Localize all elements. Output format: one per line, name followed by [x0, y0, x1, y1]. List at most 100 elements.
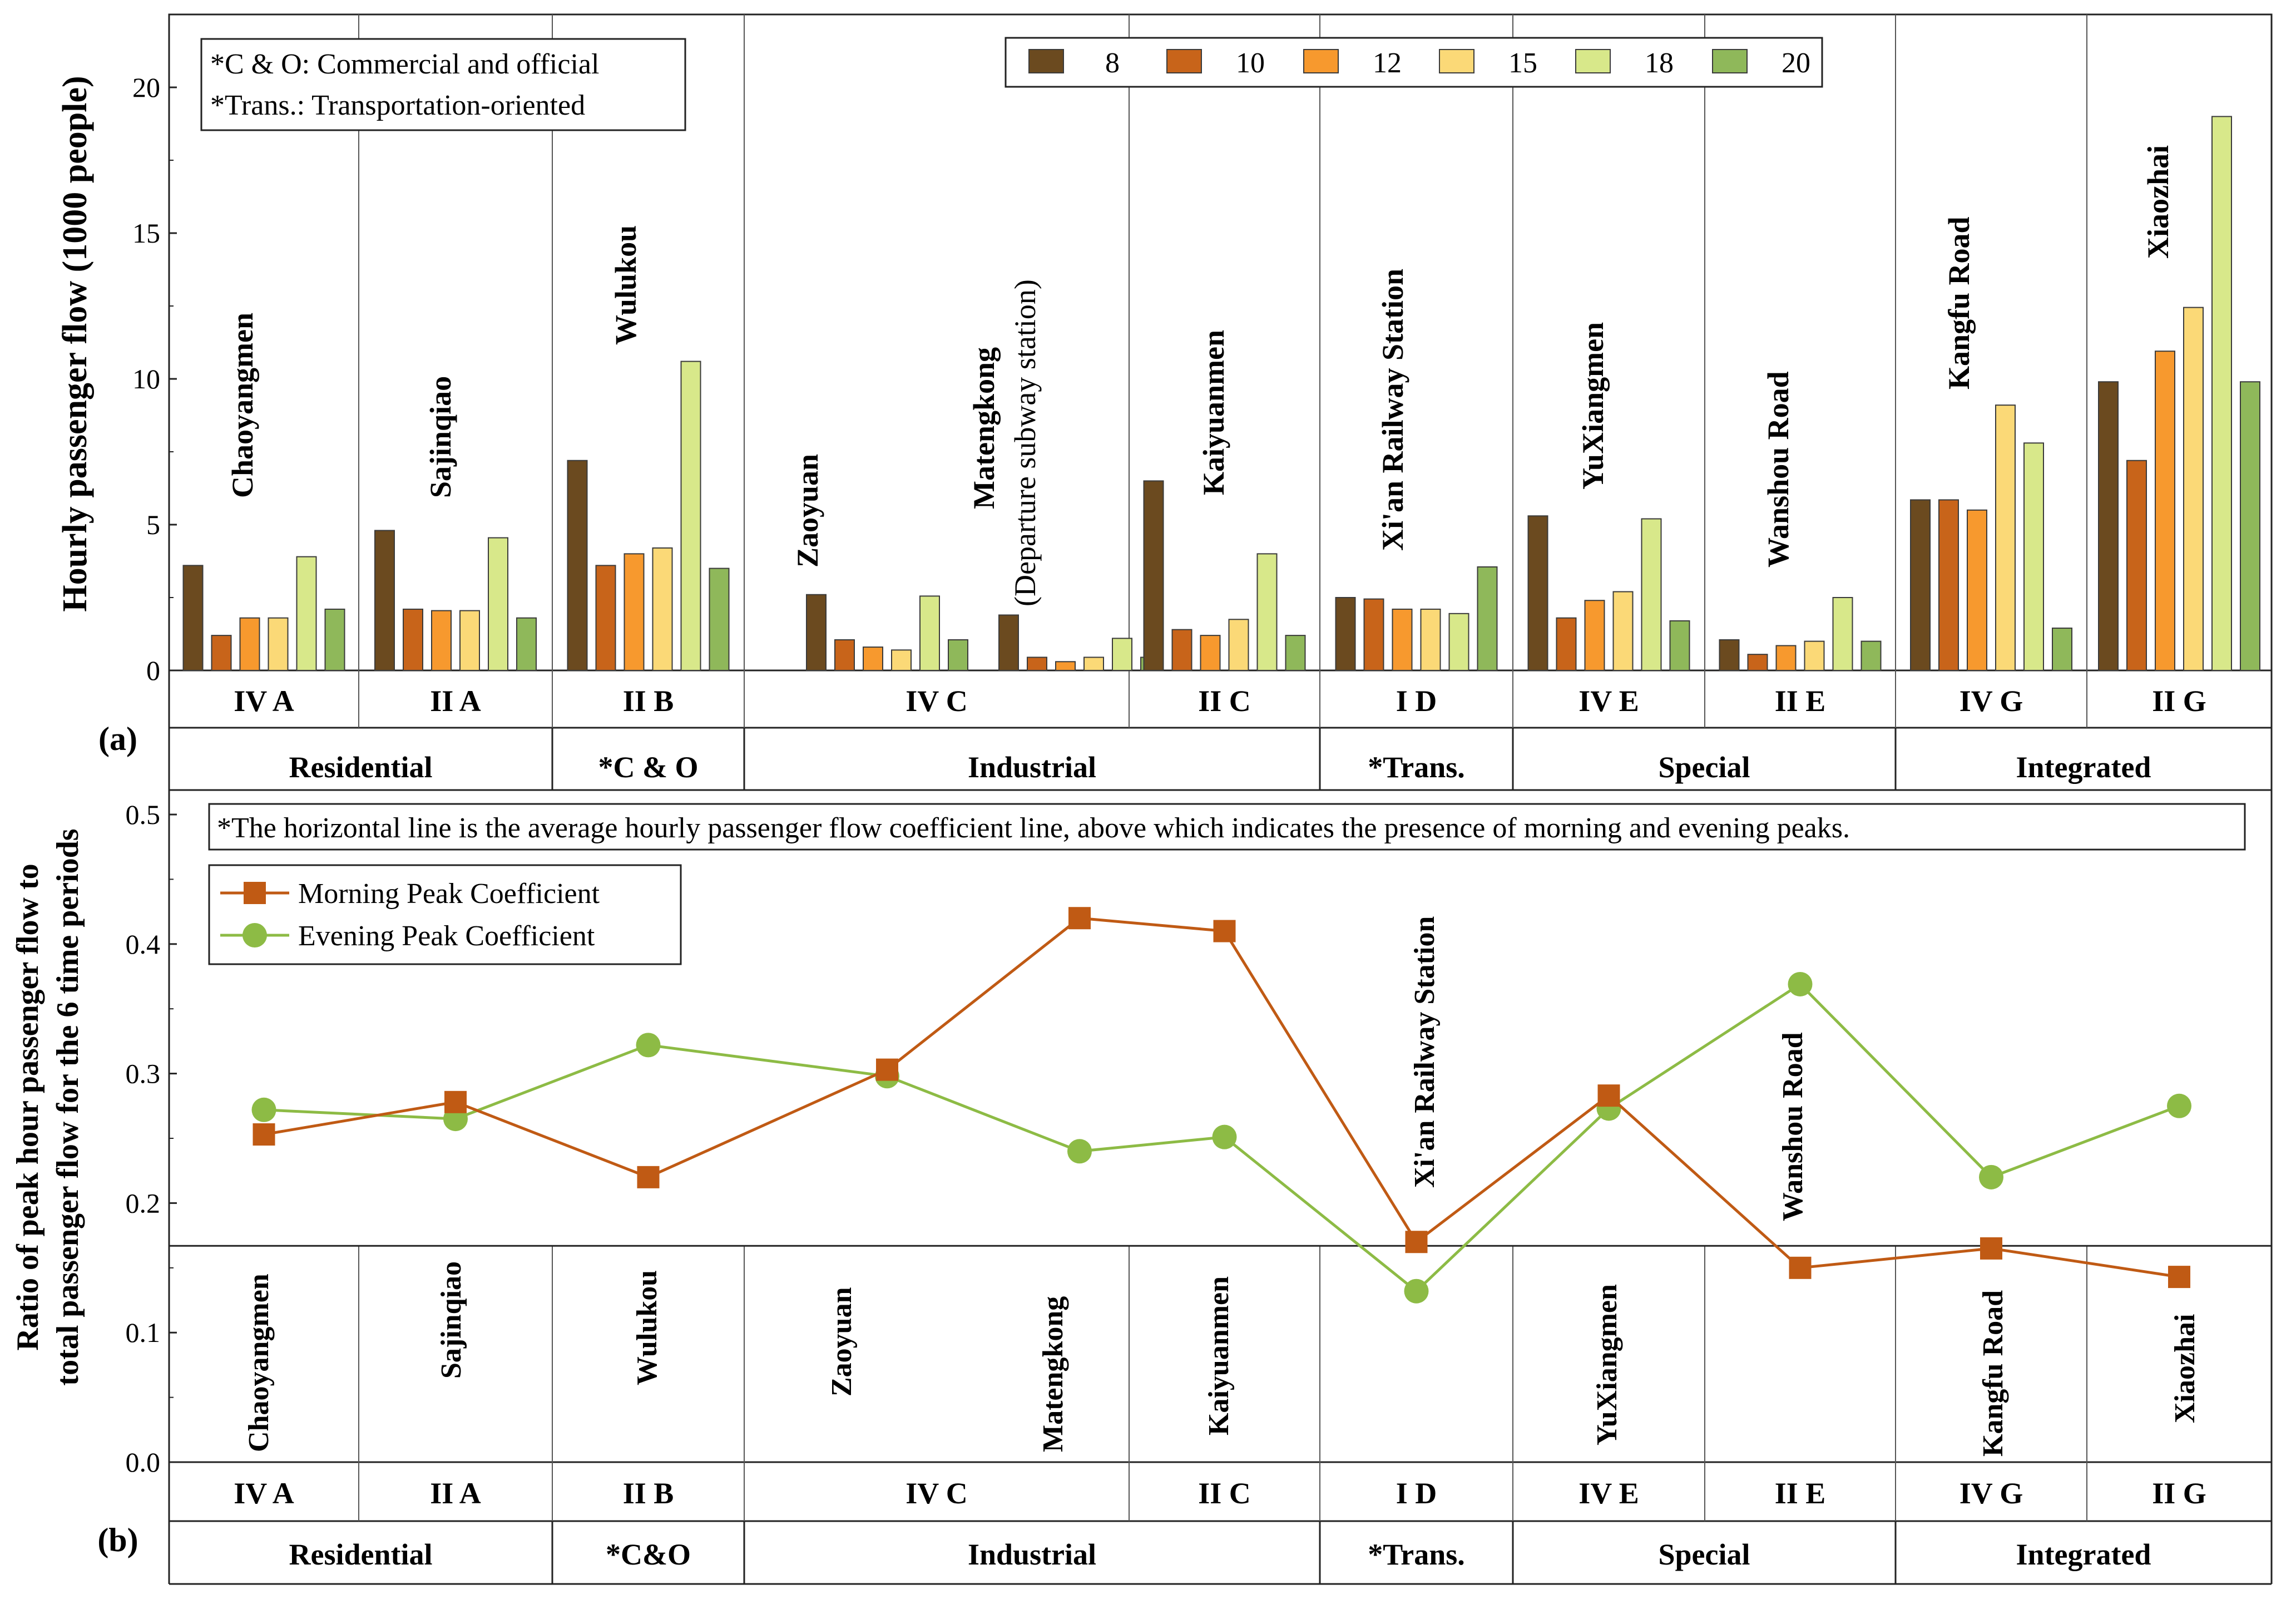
marker-evening-4 — [1067, 1139, 1092, 1164]
station-name-a-xiaozhai: Xiaozhai — [2141, 145, 2175, 259]
bar-zaoyuan-8 — [806, 594, 827, 672]
bar-matengkong-10 — [1027, 657, 1047, 672]
bar-group-sajinqiao — [374, 530, 537, 672]
bar-chaoyangmen-10 — [211, 635, 232, 671]
category-b-trans: *Trans. — [1368, 1538, 1465, 1571]
station-dividers-b — [358, 1246, 2087, 1584]
bar-kangfu-road-10 — [1938, 499, 1959, 672]
marker-morning-5 — [1213, 920, 1236, 942]
y-tick-label-b: 0.3 — [126, 1058, 161, 1089]
station-name-a-kaiyuanmen: Kaiyuanmen — [1197, 330, 1230, 495]
bar-sajinqiao-8 — [374, 530, 395, 671]
series-evening-peak-coefficient — [251, 971, 2191, 1304]
bar-group-zaoyuan — [806, 594, 968, 672]
group-code-a-ii-g: II G — [2152, 684, 2206, 718]
bar-chaoyangmen-8 — [182, 565, 204, 671]
bar-matengkong-8 — [998, 614, 1019, 671]
category-a-trans: *Trans. — [1368, 751, 1465, 784]
bar-zaoyuan-10 — [834, 639, 855, 671]
group-code-a-ii-e: II E — [1775, 684, 1826, 718]
station-name-a-xi-an-railway-station: Xi'an Railway Station — [1376, 269, 1409, 551]
category-row-b: Residential *C&O Industrial *Trans. Special I… — [289, 1538, 2151, 1571]
legend-swatch-18 — [1575, 49, 1611, 73]
bar-kangfu-road-18 — [2023, 442, 2044, 672]
category-b-residential: Residential — [289, 1538, 432, 1571]
y-tick-label-b: 0.1 — [126, 1317, 161, 1348]
line-chart-panel-b: 0.0 0.1 0.2 0.3 0.4 0.5 Ratio of peak hour pa… — [11, 789, 2273, 1585]
bar-group-kangfu-road — [1910, 404, 2072, 672]
bar-wanshou-road-10 — [1747, 654, 1768, 672]
bar-kangfu-road-20 — [2052, 628, 2072, 672]
station-name-a-matengkong: Matengkong — [967, 347, 1001, 509]
group-code-a-iv-e: IV E — [1578, 684, 1639, 718]
y-axis-label-b-line1: Ratio of peak hour passenger flow to — [11, 863, 45, 1350]
bar-yuxiangmen-18 — [1641, 518, 1662, 672]
bar-group-kaiyuanmen — [1143, 480, 1306, 672]
y-axis-b: 0.0 0.1 0.2 0.3 0.4 0.5 — [126, 799, 177, 1478]
marker-morning-6 — [1405, 1231, 1428, 1253]
bar-matengkong-12 — [1055, 661, 1076, 672]
bar-group-wanshou-road — [1719, 597, 1882, 672]
station-name-a-wanshou-road: Wanshou Road — [1761, 371, 1795, 567]
bar-zaoyuan-20 — [948, 639, 968, 671]
bar-wulukou-20 — [709, 567, 730, 671]
bar-wanshou-road-12 — [1775, 645, 1797, 671]
marker-morning-4 — [1068, 907, 1091, 930]
category-a-integrated: Integrated — [2016, 751, 2151, 784]
category-b-special: Special — [1658, 1538, 1750, 1571]
station-dividers-a — [358, 14, 2087, 790]
category-a-residential: Residential — [289, 751, 432, 784]
station-name-b-xi-an-railway-station: Xi'an Railway Station — [1409, 916, 1441, 1188]
bar-kaiyuanmen-18 — [1256, 553, 1278, 672]
bar-kangfu-road-8 — [1910, 499, 1931, 672]
marker-evening-5 — [1212, 1124, 1237, 1149]
group-code-a-ii-c: II C — [1198, 684, 1251, 718]
group-code-a-iv-a: IV A — [234, 684, 294, 718]
legend-a: 8 10 12 15 18 20 — [1004, 37, 1823, 88]
bar-xiaozhai-18 — [2211, 116, 2232, 671]
bar-sajinqiao-10 — [403, 608, 423, 671]
station-name-b-xiaozhai: Xiaozhai — [2169, 1314, 2201, 1423]
group-code-b-ii-a: II A — [430, 1477, 481, 1510]
bar-group-chaoyangmen — [182, 556, 345, 672]
station-name-b-wulukou: Wulukou — [631, 1270, 663, 1385]
marker-evening-8 — [1788, 971, 1813, 996]
group-code-a-iv-g: IV G — [1959, 684, 2023, 718]
bar-sajinqiao-12 — [431, 610, 452, 671]
notes-box-a: *C & O: Commercial and official *Trans.:… — [200, 38, 686, 131]
plot-frame-b — [168, 789, 2273, 1463]
bar-wanshou-road-8 — [1719, 639, 1740, 671]
bar-zaoyuan-12 — [863, 646, 883, 671]
bar-xiaozhai-15 — [2183, 307, 2204, 671]
station-name-b-sajinqiao: Sajinqiao — [436, 1261, 467, 1379]
marker-morning-8 — [1789, 1256, 1812, 1279]
station-name-b-wanshou-road: Wanshou Road — [1777, 1032, 1809, 1221]
group-code-a-ii-a: II A — [430, 684, 481, 718]
bar-chaoyangmen-20 — [324, 608, 345, 671]
bar-xi-an-railway-station-12 — [1392, 608, 1413, 671]
series-b — [251, 907, 2191, 1304]
category-a-c-o: *C & O — [598, 751, 699, 784]
bar-group-wulukou — [567, 361, 730, 672]
group-code-b-iv-e: IV E — [1578, 1477, 1639, 1510]
legend-swatch-20 — [1712, 49, 1748, 73]
marker-evening-0 — [251, 1097, 276, 1122]
station-name-a-kangfu-road: Kangfu Road — [1942, 216, 1976, 389]
station-name-b-matengkong: Matengkong — [1037, 1296, 1069, 1452]
group-code-b-iv-g: IV G — [1959, 1477, 2023, 1510]
legend-label-18: 18 — [1645, 47, 1674, 79]
bar-xi-an-railway-station-15 — [1420, 608, 1441, 671]
legend-label-20: 20 — [1782, 47, 1810, 79]
legend-label-morning-peak-coefficient: Morning Peak Coefficient — [298, 878, 600, 910]
marker-morning-10 — [2168, 1266, 2190, 1289]
note-trans: *Trans.: Transportation-oriented — [210, 90, 585, 121]
marker-evening-2 — [636, 1033, 661, 1058]
bar-kangfu-road-12 — [1967, 509, 1987, 671]
y-tick-label-b: 0.5 — [126, 799, 161, 830]
bar-kaiyuanmen-20 — [1285, 635, 1306, 671]
marker-morning-3 — [876, 1058, 898, 1081]
group-codes-b: IV A II A II B IV C II C I D IV E II E IV G II G — [234, 1477, 2206, 1510]
marker-evening-9 — [1979, 1164, 2003, 1190]
group-code-a-i-d: I D — [1396, 684, 1437, 718]
group-code-b-iv-a: IV A — [234, 1477, 294, 1510]
